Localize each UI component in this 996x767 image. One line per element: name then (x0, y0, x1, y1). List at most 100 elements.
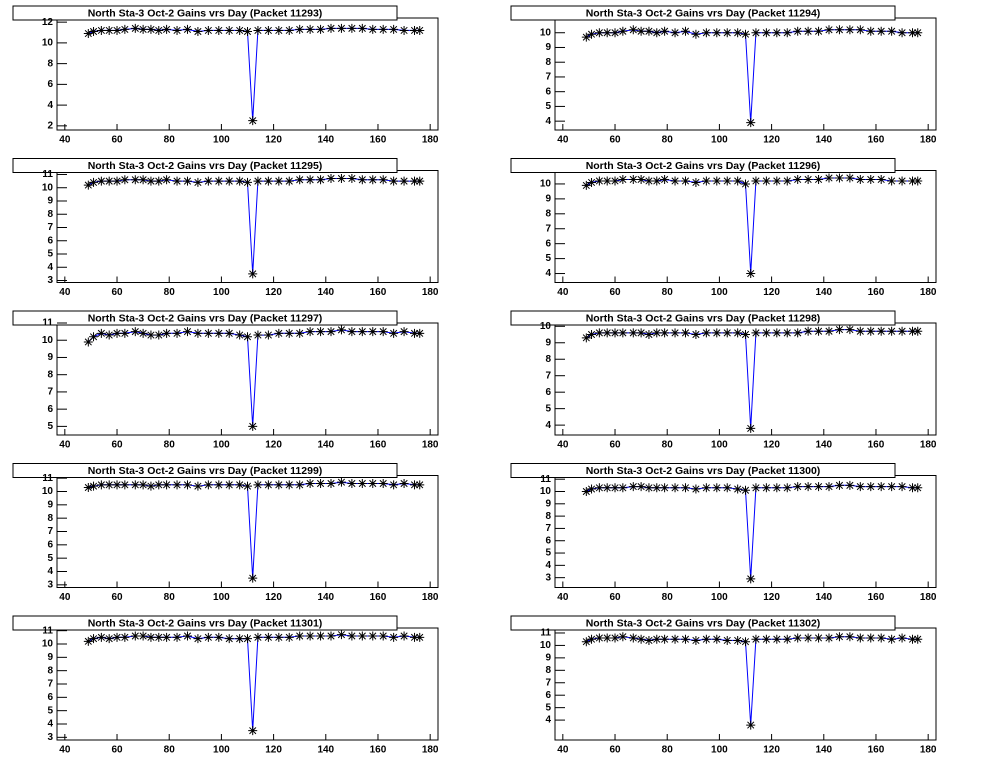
data-point (112, 25, 122, 35)
x-tick-label: 40 (557, 592, 569, 603)
data-point (253, 330, 263, 340)
data-point (130, 23, 140, 33)
data-point (670, 28, 680, 38)
data-point (96, 328, 106, 338)
y-tick-label: 9 (47, 499, 53, 510)
data-point (130, 175, 140, 185)
y-tick-label: 6 (47, 235, 53, 246)
data-point (120, 175, 130, 185)
x-tick-label: 80 (662, 592, 674, 603)
data-point (834, 480, 844, 490)
data-point (182, 176, 192, 186)
data-point (83, 180, 93, 190)
data-point (162, 24, 172, 34)
data-point (305, 479, 315, 488)
x-tick-label: 40 (59, 592, 71, 603)
data-point (182, 327, 192, 337)
y-tick-label: 3 (47, 732, 53, 743)
data-point (235, 25, 245, 35)
data-point (618, 632, 628, 642)
data-point (305, 631, 315, 641)
data-point (618, 174, 628, 184)
data-point (782, 483, 792, 493)
x-tick-label: 40 (59, 287, 71, 298)
data-point (305, 175, 315, 185)
data-point (112, 632, 122, 642)
data-point (876, 482, 886, 492)
data-point (357, 23, 367, 33)
x-tick-label: 180 (422, 745, 439, 756)
data-point (741, 179, 750, 189)
data-point (347, 23, 357, 33)
x-tick-label: 180 (920, 135, 937, 146)
data-point (594, 633, 604, 643)
data-point (104, 480, 114, 490)
data-point (897, 482, 907, 492)
data-point (263, 632, 273, 642)
y-tick-label: 7 (47, 526, 53, 537)
data-point (357, 175, 367, 185)
data-point (415, 25, 425, 35)
title-box (12, 158, 398, 173)
data-point (154, 632, 164, 642)
data-point (83, 337, 93, 347)
x-tick-label: 80 (164, 135, 176, 146)
data-point (326, 631, 336, 641)
data-point (357, 479, 367, 488)
data-point (670, 176, 680, 186)
data-point (701, 483, 711, 493)
y-tick-label: 10 (42, 335, 54, 346)
y-tick-label: 9 (545, 653, 551, 664)
data-point (793, 174, 803, 184)
data-point (691, 484, 701, 494)
y-tick-label: 4 (47, 566, 53, 577)
x-tick-label: 140 (317, 592, 334, 603)
data-point (104, 634, 114, 644)
data-point (814, 174, 824, 184)
data-point (670, 483, 680, 493)
data-point (347, 631, 357, 641)
data-point (130, 480, 140, 490)
chart-title: North Sta-3 Oct-2 Gains vrs Day (Packet … (88, 465, 323, 477)
data-point (866, 482, 876, 492)
data-point (793, 633, 803, 643)
data-point (336, 477, 346, 487)
data-point (834, 632, 844, 642)
data-point (834, 325, 844, 335)
data-point (913, 483, 923, 493)
data-point (214, 25, 224, 35)
x-tick-label: 80 (164, 287, 176, 298)
data-point (733, 176, 743, 186)
x-tick-label: 80 (164, 745, 176, 756)
x-tick-label: 120 (265, 287, 282, 298)
data-point (326, 173, 336, 183)
data-point (182, 480, 192, 490)
data-point (415, 176, 425, 186)
data-point (887, 176, 897, 186)
x-tick-label: 60 (609, 745, 621, 756)
y-tick-label: 11 (42, 625, 53, 636)
y-tick-label: 5 (545, 548, 551, 559)
data-point (594, 483, 604, 493)
data-point (214, 480, 224, 490)
data-point (644, 26, 654, 36)
data-point (644, 635, 654, 645)
y-tick-label: 5 (47, 249, 53, 260)
data-point (368, 175, 378, 185)
title-box (510, 463, 896, 478)
title-box (510, 310, 896, 326)
y-tick-label: 4 (47, 262, 53, 273)
x-tick-label: 100 (711, 745, 728, 756)
data-point (712, 328, 722, 338)
data-point (652, 176, 662, 186)
data-point (761, 28, 771, 38)
chart-title: North Sta-3 Oct-2 Gains vrs Day (Packet … (88, 7, 323, 19)
data-point (772, 176, 782, 186)
x-tick-label: 60 (111, 287, 123, 298)
y-tick-label: 7 (47, 387, 53, 398)
data-point (746, 269, 756, 279)
data-point (628, 25, 638, 35)
data-point (670, 634, 680, 644)
y-tick-label: 8 (545, 354, 551, 365)
x-tick-label: 60 (111, 592, 123, 603)
